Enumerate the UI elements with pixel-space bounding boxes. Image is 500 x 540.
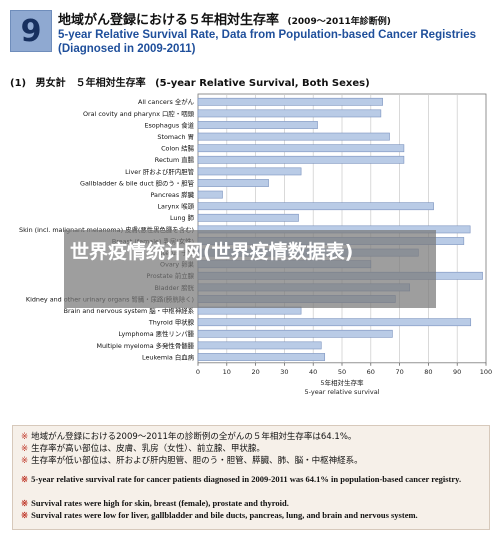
bar	[197, 190, 223, 199]
title-jp-text: 地域がん登録における５年相対生存率	[58, 13, 280, 28]
note-bullet: ※	[21, 510, 29, 520]
note-en-2: ※ Survival rates were high for skin, brea…	[21, 498, 289, 509]
bar	[197, 132, 390, 141]
header: 9 地域がん登録における５年相対生存率 (2009〜2011年診断例) 5-ye…	[0, 0, 500, 66]
bar	[197, 109, 382, 118]
category-label: Lymphoma 悪性リンパ腫	[118, 329, 194, 338]
bar	[197, 167, 302, 176]
bar	[197, 306, 302, 315]
category-label: Oral covity and pharynx 口腔・咽頭	[83, 109, 195, 118]
category-label: Liver 肝および肝内胆管	[125, 167, 194, 176]
bar	[197, 144, 405, 153]
x-tick-label: 50	[338, 368, 346, 376]
x-axis-label-jp: 5年相対生存率	[320, 378, 364, 387]
note-en-1: ※ 5-year relative survival rate for cance…	[21, 474, 476, 485]
note-jp-3-text: 生存率が低い部位は、肝および肝内胆管、胆のう・胆管、膵臓、肺、脳・中枢神経系。	[31, 456, 363, 466]
x-tick-label: 60	[367, 368, 375, 376]
x-tick-label: 0	[196, 368, 200, 376]
note-jp-1: ※ 地域がん登録における2009〜2011年の診断例の全がんの５年相対生存率は64…	[21, 432, 356, 443]
watermark-text: 世界疫情统计网(世界疫情数据表)	[70, 241, 354, 263]
bar	[197, 155, 405, 164]
note-jp-2-text: 生存率が高い部位は、皮膚、乳房（女性）、前立腺、甲状腺。	[31, 444, 265, 454]
x-tick-label: 100	[480, 368, 492, 376]
category-label: Leukemia 白血病	[142, 352, 195, 361]
page-title-en: 5-year Relative Survival Rate, Data from…	[58, 28, 476, 56]
category-label: Rectum 直腸	[155, 155, 195, 164]
x-tick-label: 30	[280, 368, 288, 376]
chapter-number: 9	[20, 13, 42, 49]
note-bullet: ※	[21, 432, 29, 442]
note-jp-2: ※ 生存率が高い部位は、皮膚、乳房（女性）、前立腺、甲状腺。	[21, 444, 265, 455]
x-tick-label: 80	[424, 368, 432, 376]
note-en-2-text: Survival rates were high for skin, breas…	[31, 498, 289, 508]
category-label: Skin (incl. malignant melanoma) 皮膚(悪性黒色腫…	[19, 225, 194, 234]
category-label: Stomach 胃	[157, 133, 194, 141]
x-tick-label: 90	[453, 368, 461, 376]
bar	[197, 202, 434, 211]
category-label: Thyroid 甲状腺	[148, 318, 195, 327]
bar	[197, 121, 318, 129]
watermark-banner	[64, 230, 436, 308]
x-tick-label: 10	[223, 368, 231, 376]
page-title-jp: 地域がん登録における５年相対生存率 (2009〜2011年診断例)	[58, 9, 391, 28]
note-bullet: ※	[21, 474, 29, 484]
chapter-badge: 9	[10, 10, 52, 52]
x-tick-label: 20	[251, 368, 259, 376]
note-en-3: ※ Survival rates were low for liver, gall…	[21, 510, 418, 521]
note-jp-3: ※ 生存率が低い部位は、肝および肝内胆管、胆のう・胆管、膵臓、肺、脳・中枢神経系。	[21, 456, 363, 467]
category-label: Brain and nervous system 脳・中枢神経系	[64, 306, 194, 315]
category-label: Multiple myeloma 多発性骨髄腫	[96, 341, 194, 350]
category-label: Larynx 喉頭	[157, 202, 194, 211]
category-label: Colon 結腸	[161, 144, 195, 153]
bar	[197, 341, 322, 350]
category-label: Lung 肺	[170, 214, 195, 222]
category-label: All cancers 全がん	[138, 97, 195, 106]
note-jp-1-text: 地域がん登録における2009〜2011年の診断例の全がんの５年相対生存率は64.…	[31, 432, 357, 442]
x-tick-label: 40	[309, 368, 317, 376]
bar	[197, 97, 383, 106]
note-en-1-text: 5-year relative survival rate for cancer…	[31, 474, 462, 484]
note-bullet: ※	[21, 444, 29, 454]
survival-bar-chart: 0 10 20 30 40 50 60 70 80 90 100 All cancers 全がん Ora…	[19, 93, 492, 396]
title-en-line1: 5-year Relative Survival Rate, Data from…	[58, 29, 476, 41]
bar	[197, 213, 299, 222]
category-label: Pancreas 膵臓	[150, 190, 194, 199]
category-label: Esophagus 食道	[144, 120, 194, 129]
title-en-line2: (Diagnosed in 2009-2011)	[58, 43, 196, 55]
note-bullet: ※	[21, 456, 29, 466]
notes-box: ※ 地域がん登録における2009〜2011年の診断例の全がんの５年相対生存率は64…	[12, 425, 490, 530]
bar	[197, 179, 269, 187]
x-tick-label: 70	[395, 368, 403, 376]
category-label: Gallbladder & bile duct 胆のう・胆管	[80, 178, 194, 187]
section-number: (1)	[10, 78, 27, 89]
note-bullet: ※	[21, 498, 29, 508]
bar	[197, 318, 472, 327]
section-label: (1) 男女計 ５年相対生存率 (5-year Relative Surviva…	[10, 74, 376, 89]
title-jp-note: (2009〜2011年診断例)	[287, 17, 391, 27]
x-axis-label-en: 5-year relative survival	[305, 388, 380, 396]
note-en-3-text: Survival rates were low for liver, gallb…	[31, 510, 418, 520]
bar	[197, 329, 393, 338]
bar	[197, 353, 326, 361]
section-title-en: (5-year Relative Survival, Both Sexes)	[155, 78, 370, 89]
section-title-jp: 男女計 ５年相対生存率	[35, 78, 146, 89]
